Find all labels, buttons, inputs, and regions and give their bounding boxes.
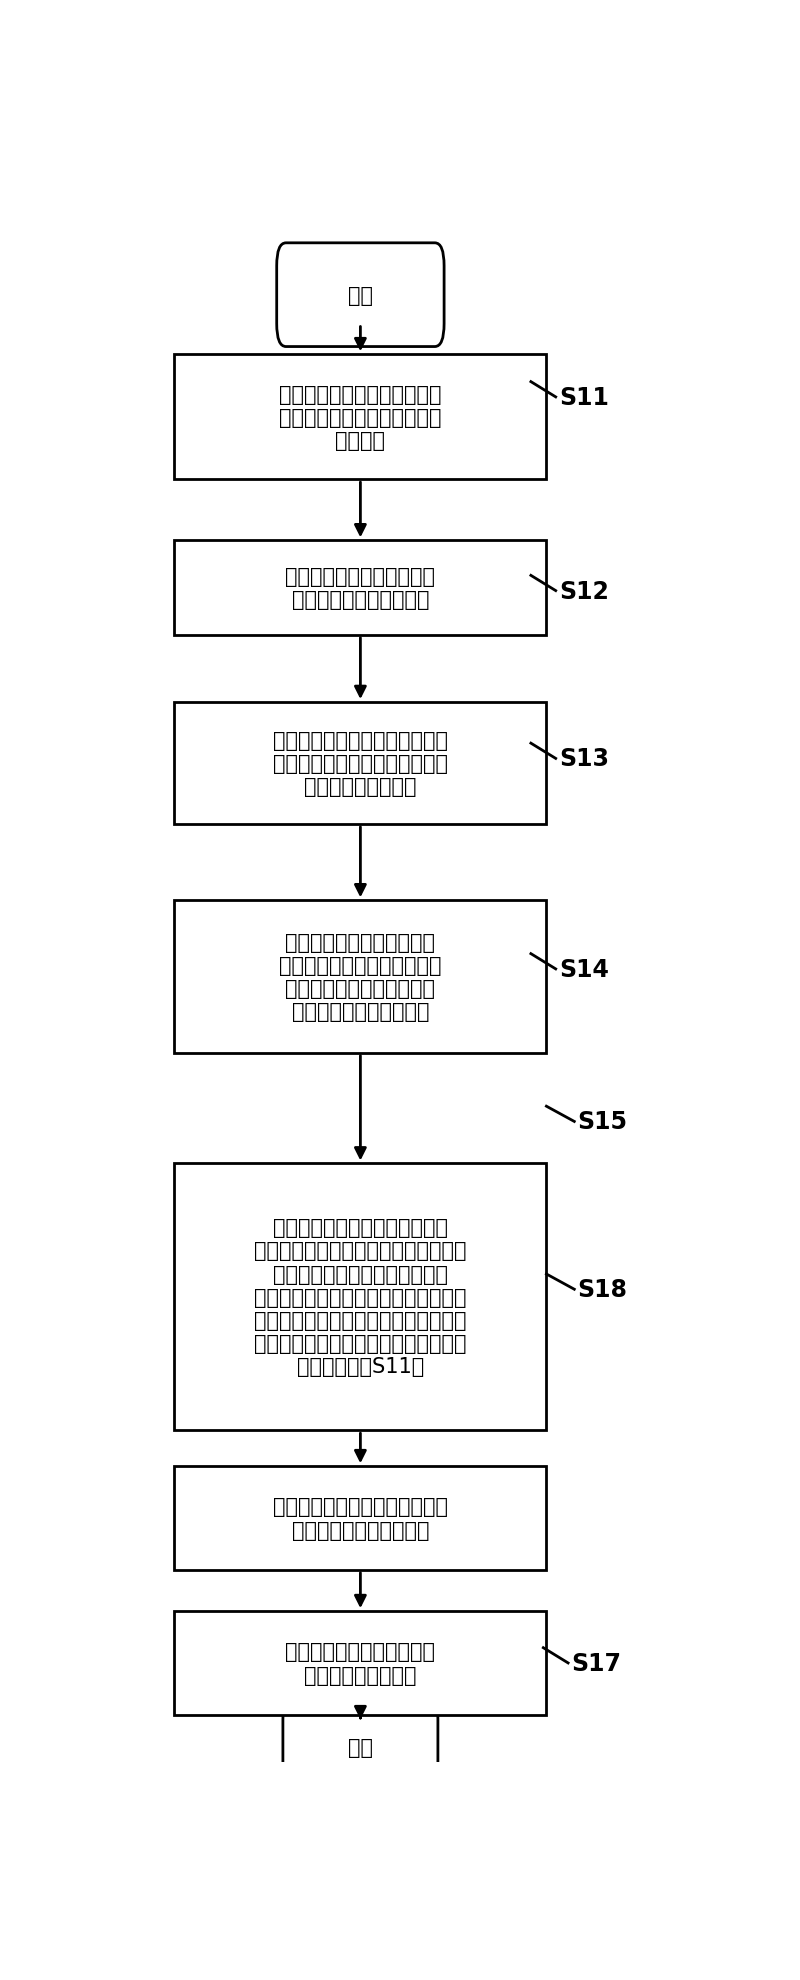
Text: 根据跑道外来物体的位置数
据、运动状态和物理属性分析
估计物体是否对滑跑飞机有
威胁，计算严重程度等级: 根据跑道外来物体的位置数 据、运动状态和物理属性分析 估计物体是否对滑跑飞机有 … [279, 933, 442, 1022]
Bar [174, 901, 546, 1053]
Text: S17: S17 [571, 1651, 622, 1675]
Text: 记录并存储跑道外来物体的
物理属性和清除结果: 记录并存储跑道外来物体的 物理属性和清除结果 [286, 1641, 435, 1685]
Text: 根据跑道外来物体的位置数据和
光学特征数据，分析跑道异物的
运动状态和物理属性: 根据跑道外来物体的位置数据和 光学特征数据，分析跑道异物的 运动状态和物理属性 [273, 731, 448, 796]
FancyBboxPatch shape [283, 1697, 438, 1798]
Text: S14: S14 [558, 958, 609, 982]
Text: S13: S13 [558, 746, 609, 770]
Text: 利用探测装置实时探测并获得
跑道外来物体的位置数和光学
特征数据: 利用探测装置实时探测并获得 跑道外来物体的位置数和光学 特征数据 [279, 384, 442, 451]
Bar [174, 354, 546, 479]
Bar [174, 703, 546, 824]
Text: S15: S15 [578, 1111, 627, 1135]
FancyBboxPatch shape [277, 244, 444, 346]
Text: 接收到解除告警信息后，向机场
跑道工作站放弃清除工作: 接收到解除告警信息后，向机场 跑道工作站放弃清除工作 [273, 1497, 448, 1540]
Text: S18: S18 [578, 1277, 627, 1301]
Bar [174, 1612, 546, 1715]
Text: S11: S11 [558, 386, 609, 410]
Bar [174, 1164, 546, 1432]
Text: S12: S12 [558, 580, 609, 604]
Text: 结束: 结束 [348, 1736, 373, 1756]
Bar [174, 541, 546, 636]
Bar [174, 1467, 546, 1570]
Text: 开始: 开始 [348, 285, 373, 305]
Text: 记录并存储跑道外来物体的
位置数据和光学特征数据: 记录并存储跑道外来物体的 位置数据和光学特征数据 [286, 566, 435, 610]
Text: 如果物体未来对飞机的威胁等级
大于或等于预设的阈值时，向机场跑道
工作站发送告警信息；如果物体
未来对飞机的威胁等级小于所述预设的
阈值时，且物体是前面已发现到: 如果物体未来对飞机的威胁等级 大于或等于预设的阈值时，向机场跑道 工作站发送告警… [254, 1218, 466, 1376]
